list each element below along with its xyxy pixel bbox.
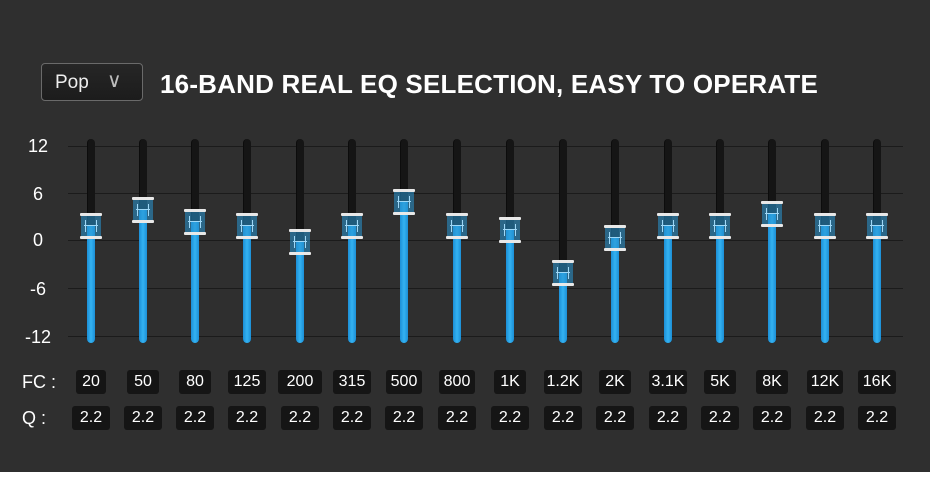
fc-value[interactable]: 1.2K bbox=[544, 370, 582, 394]
fc-value[interactable]: 500 bbox=[386, 370, 422, 394]
slider-handle[interactable] bbox=[499, 216, 521, 243]
slider-handle[interactable] bbox=[236, 212, 258, 239]
slider-fill bbox=[873, 225, 881, 343]
fc-value[interactable]: 200 bbox=[278, 370, 322, 394]
slider-handle[interactable] bbox=[184, 208, 206, 235]
fc-value[interactable]: 125 bbox=[228, 370, 266, 394]
slider-handle[interactable] bbox=[761, 200, 783, 227]
slider-fill bbox=[400, 201, 408, 343]
slider-handle[interactable] bbox=[552, 260, 574, 287]
q-value[interactable]: 2.2 bbox=[333, 406, 371, 430]
slider-fill bbox=[821, 225, 829, 343]
grid-line bbox=[68, 146, 903, 147]
q-value[interactable]: 2.2 bbox=[701, 406, 739, 430]
q-value[interactable]: 2.2 bbox=[228, 406, 266, 430]
q-value[interactable]: 2.2 bbox=[753, 406, 791, 430]
q-value[interactable]: 2.2 bbox=[72, 406, 110, 430]
slider-fill bbox=[768, 213, 776, 343]
fc-value[interactable]: 80 bbox=[179, 370, 211, 394]
slider-handle[interactable] bbox=[393, 188, 415, 215]
fc-value[interactable]: 2K bbox=[599, 370, 631, 394]
slider-fill bbox=[611, 237, 619, 343]
q-value[interactable]: 2.2 bbox=[438, 406, 476, 430]
q-value[interactable]: 2.2 bbox=[491, 406, 529, 430]
slider-handle[interactable] bbox=[709, 212, 731, 239]
fc-value[interactable]: 12K bbox=[807, 370, 843, 394]
page-title: 16-BAND REAL EQ SELECTION, EASY TO OPERA… bbox=[160, 69, 819, 99]
slider-fill bbox=[87, 225, 95, 343]
grid-line bbox=[68, 193, 903, 194]
tick-label: -6 bbox=[29, 279, 46, 299]
slider-handle[interactable] bbox=[604, 224, 626, 251]
slider-handle[interactable] bbox=[80, 212, 102, 239]
q-value[interactable]: 2.2 bbox=[544, 406, 582, 430]
slider-fill bbox=[191, 221, 199, 343]
q-value[interactable]: 2.2 bbox=[124, 406, 162, 430]
slider-handle[interactable] bbox=[132, 196, 154, 223]
grid-line bbox=[68, 240, 903, 241]
fc-value[interactable]: 20 bbox=[76, 370, 106, 394]
q-value[interactable]: 2.2 bbox=[858, 406, 896, 430]
slider-fill bbox=[296, 241, 304, 343]
slider-fill bbox=[139, 209, 147, 343]
slider-fill bbox=[453, 225, 461, 343]
fc-value[interactable]: 800 bbox=[439, 370, 475, 394]
q-value[interactable]: 2.2 bbox=[176, 406, 214, 430]
grid-line bbox=[68, 336, 903, 337]
slider-fill bbox=[716, 225, 724, 343]
slider-fill bbox=[559, 273, 567, 343]
slider-handle[interactable] bbox=[341, 212, 363, 239]
slider-handle[interactable] bbox=[657, 212, 679, 239]
tick-label: 0 bbox=[32, 230, 43, 250]
slider-fill bbox=[243, 225, 251, 343]
preset-dropdown[interactable]: Pop ∨ bbox=[41, 63, 143, 101]
preset-value: Pop bbox=[55, 72, 89, 93]
slider-fill bbox=[348, 225, 356, 343]
fc-value[interactable]: 315 bbox=[333, 370, 371, 394]
slider-fill bbox=[506, 229, 514, 343]
slider-handle[interactable] bbox=[289, 228, 311, 255]
fc-value[interactable]: 1K bbox=[494, 370, 526, 394]
fc-row-label: FC : bbox=[22, 372, 56, 392]
fc-value[interactable]: 16K bbox=[858, 370, 896, 394]
fc-value[interactable]: 50 bbox=[127, 370, 159, 394]
slider-fill bbox=[664, 225, 672, 343]
slider-handle[interactable] bbox=[446, 212, 468, 239]
fc-value[interactable]: 5K bbox=[704, 370, 736, 394]
q-value[interactable]: 2.2 bbox=[385, 406, 423, 430]
tick-label: 12 bbox=[27, 136, 49, 156]
chevron-down-icon: ∨ bbox=[107, 70, 122, 92]
q-value[interactable]: 2.2 bbox=[806, 406, 844, 430]
grid-line bbox=[68, 288, 903, 289]
tick-label: 6 bbox=[32, 184, 43, 204]
fc-value[interactable]: 3.1K bbox=[649, 370, 687, 394]
slider-handle[interactable] bbox=[814, 212, 836, 239]
q-value[interactable]: 2.2 bbox=[281, 406, 319, 430]
fc-value[interactable]: 8K bbox=[756, 370, 788, 394]
tick-label: -12 bbox=[24, 327, 51, 347]
q-value[interactable]: 2.2 bbox=[649, 406, 687, 430]
q-value[interactable]: 2.2 bbox=[596, 406, 634, 430]
slider-handle[interactable] bbox=[866, 212, 888, 239]
slider-track[interactable] bbox=[559, 139, 567, 343]
q-row-label: Q : bbox=[22, 408, 47, 428]
